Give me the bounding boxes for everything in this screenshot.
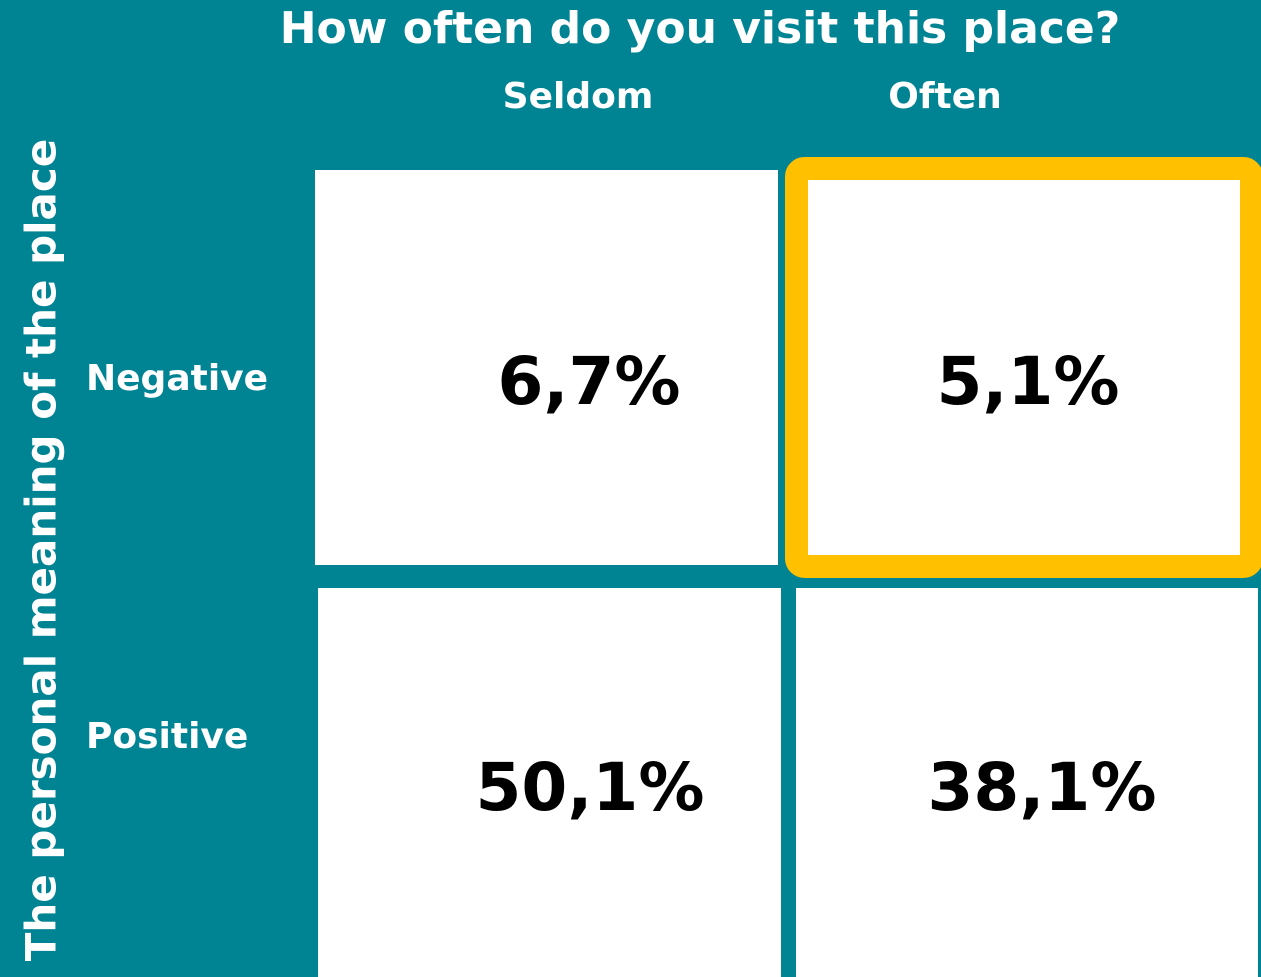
cell bbox=[315, 170, 778, 565]
column-label: Often bbox=[888, 76, 1002, 117]
cell-value: 38,1% bbox=[928, 749, 1157, 826]
row-label: Positive bbox=[86, 716, 248, 757]
highlighted-cell bbox=[785, 157, 1261, 578]
row-axis-label: The personal meaning of the place bbox=[17, 139, 66, 962]
cell-value: 6,7% bbox=[497, 343, 680, 420]
title: How often do you visit this place? bbox=[280, 3, 1121, 54]
cell bbox=[796, 588, 1258, 977]
column-label: Seldom bbox=[503, 76, 654, 117]
cell-value: 50,1% bbox=[476, 749, 705, 826]
row-label: Negative bbox=[86, 358, 268, 399]
cell-value: 5,1% bbox=[936, 343, 1119, 420]
cell bbox=[318, 588, 781, 977]
